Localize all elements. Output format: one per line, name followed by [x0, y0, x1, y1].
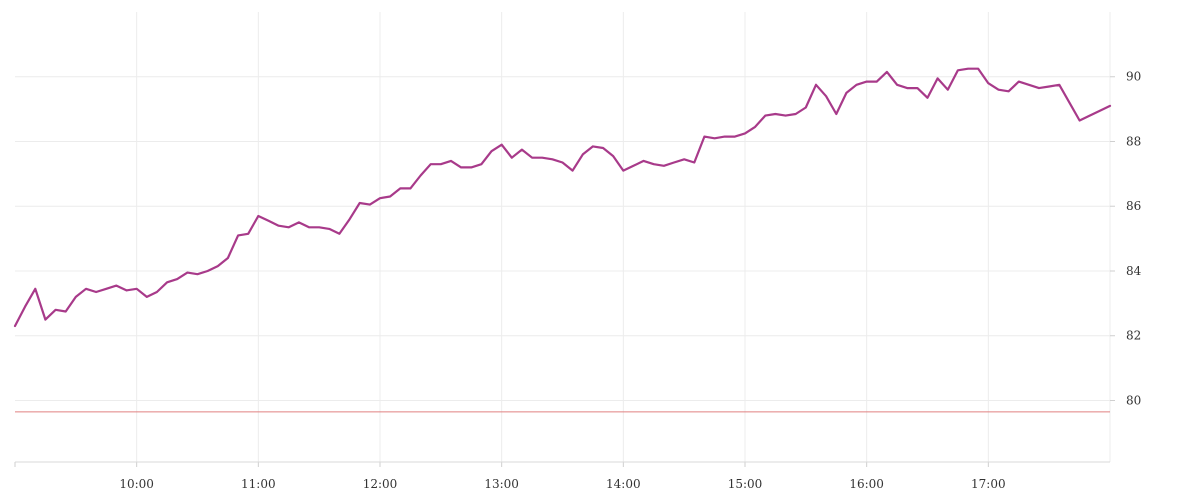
x-tick-label: 10:00	[119, 477, 154, 491]
x-tick-labels: 10:00 11:00 12:00 13:00 14:00 15:00 16:00 17:00	[119, 477, 1005, 491]
x-tick-label: 14:00	[606, 477, 641, 491]
vertical-gridlines	[136, 12, 1111, 462]
series-line-0	[13, 67, 1112, 328]
y-tick-label: 80	[1126, 393, 1141, 407]
y-tick-label: 88	[1126, 134, 1141, 148]
x-tick-label: 16:00	[849, 477, 884, 491]
y-tick-label: 82	[1126, 329, 1141, 343]
y-tick-label: 84	[1126, 264, 1142, 278]
x-tick-label: 17:00	[971, 477, 1006, 491]
horizontal-gridlines	[15, 76, 1110, 401]
axes	[14, 76, 1115, 467]
y-tick-labels: 80 82 84 86 88 90	[1126, 70, 1142, 408]
x-tick-label: 12:00	[363, 477, 398, 491]
x-tick-label: 13:00	[484, 477, 519, 491]
series-group	[13, 67, 1112, 328]
y-tick-label: 90	[1126, 70, 1141, 84]
y-tick-label: 86	[1126, 199, 1141, 213]
x-tick-label: 15:00	[728, 477, 763, 491]
x-tick-label: 11:00	[241, 477, 276, 491]
